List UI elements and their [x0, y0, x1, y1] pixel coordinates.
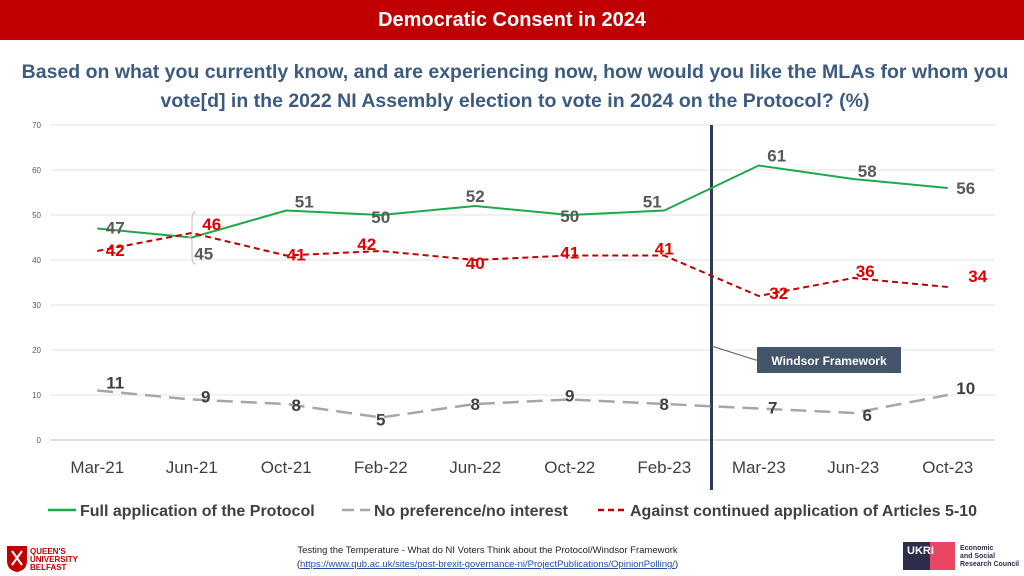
data-label: 7 [768, 399, 777, 418]
data-label: 47 [106, 219, 125, 238]
header-bar: Democratic Consent in 2024 [0, 0, 1024, 40]
data-label: 41 [655, 240, 674, 259]
footer-link[interactable]: https://www.qub.ac.uk/sites/post-brexit-… [300, 559, 675, 570]
data-label: 58 [858, 162, 877, 181]
legend-label: Full application of the Protocol [80, 503, 315, 520]
grid-lines [50, 124, 995, 441]
data-label: 45 [194, 245, 213, 264]
data-label: 51 [643, 193, 662, 212]
x-tick-label: Mar-21 [70, 458, 124, 477]
x-tick-label: Jun-23 [827, 458, 879, 477]
qub-line-1: QUEEN'S [30, 547, 66, 556]
x-tick-label: Mar-23 [732, 458, 786, 477]
data-label: 6 [863, 406, 872, 425]
data-label: 42 [106, 241, 125, 260]
windsor-framework-marker: Windsor Framework [710, 125, 901, 490]
legend-label: Against continued application of Article… [630, 503, 977, 520]
footer-link-line: (https://www.qub.ac.uk/sites/post-brexit… [250, 559, 725, 570]
data-labels: 119 858 9 8 7 6104745515052505161585642464142… [106, 147, 988, 430]
page-title: Democratic Consent in 2024 [378, 9, 646, 31]
y-tick-label: 40 [32, 256, 41, 265]
windsor-callout-box [757, 347, 901, 373]
data-label: 9 [565, 387, 574, 406]
data-label: 41 [560, 244, 579, 263]
esrc-line-1: Economic [960, 545, 994, 552]
esrc-logo-text: Economic and Social Research Council [960, 545, 1019, 569]
data-label: 46 [202, 215, 221, 234]
x-tick-label: Feb-23 [637, 458, 691, 477]
data-label: 51 [295, 193, 314, 212]
x-tick-label: Oct-23 [922, 458, 973, 477]
data-label: 41 [287, 246, 306, 265]
y-tick-label: 30 [32, 301, 41, 310]
qub-line-2: UNIVERSITY [30, 555, 79, 564]
data-label: 8 [292, 396, 301, 415]
data-label: 11 [106, 374, 124, 393]
qub-crest-icon [7, 546, 27, 572]
y-tick-label: 70 [32, 121, 41, 130]
data-label: 8 [471, 395, 480, 414]
y-tick-label: 50 [32, 211, 41, 220]
y-tick-label: 10 [32, 391, 41, 400]
x-tick-label: Jun-21 [166, 458, 218, 477]
data-label: 36 [856, 262, 875, 281]
data-label: 50 [371, 208, 390, 227]
data-label: 56 [956, 179, 975, 198]
data-label: 5 [376, 411, 385, 430]
series-line-against-articles [97, 232, 948, 297]
y-axis-ticks: 0 10 20 30 40 50 60 70 [32, 121, 41, 445]
x-tick-label: Jun-22 [449, 458, 501, 477]
qub-logo-text: QUEEN'S UNIVERSITY BELFAST [30, 548, 78, 572]
x-tick-label: Oct-21 [261, 458, 312, 477]
data-label: 50 [560, 207, 579, 226]
series-lines [97, 164, 948, 419]
footer-paren-open: ( [296, 559, 301, 570]
legend: Full application of the Protocol No prefe… [48, 503, 977, 520]
esrc-line-2: and Social [960, 553, 996, 560]
data-label: 10 [956, 379, 975, 398]
footer-source: Testing the Temperature - What do NI Vot… [297, 545, 678, 556]
series-line-no-preference [97, 389, 948, 419]
legend-label: No preference/no interest [374, 503, 569, 520]
footer-paren-close: ) [674, 559, 679, 570]
data-label: 52 [466, 187, 485, 206]
qub-line-3: BELFAST [30, 563, 67, 572]
data-label: 34 [968, 267, 987, 286]
data-label: 40 [466, 254, 485, 273]
x-tick-label: Feb-22 [354, 458, 408, 477]
chart-question: Based on what you currently know, and ar… [21, 61, 1009, 112]
y-tick-label: 0 [37, 436, 42, 445]
x-tick-label: Oct-22 [544, 458, 595, 477]
windsor-callout-leader [711, 345, 758, 361]
y-tick-label: 60 [32, 166, 41, 175]
y-tick-label: 20 [32, 346, 41, 355]
data-label: 8 [660, 395, 669, 414]
data-label: 32 [769, 284, 788, 303]
windsor-callout-label: Windsor Framework [771, 354, 887, 368]
ukri-logo-accent [930, 542, 955, 570]
x-axis: Mar-21 Jun-21 Oct-21 Feb-22 Jun-22 Oct-22 Feb-… [70, 458, 973, 477]
esrc-line-3: Research Council [960, 561, 1020, 568]
series-line-full-application [97, 164, 948, 239]
data-label: 42 [357, 235, 376, 254]
jun-21-bracket [187, 211, 197, 265]
data-label: 61 [767, 147, 786, 166]
ukri-logo-text: UKRI [907, 545, 934, 557]
data-label: 9 [201, 388, 210, 407]
